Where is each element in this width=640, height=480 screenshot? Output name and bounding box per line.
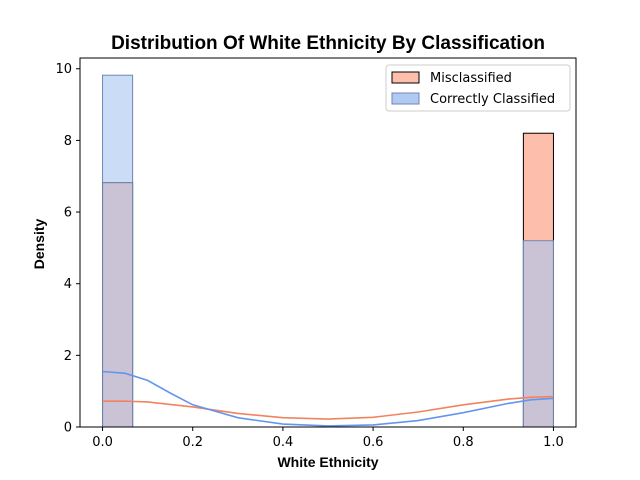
kde-line-misclassified <box>102 395 554 420</box>
y-axis-label: Density <box>31 219 47 270</box>
x-tick-label: 1.0 <box>543 435 564 450</box>
x-tick-label: 0.2 <box>182 435 203 450</box>
x-tick-label: 0.6 <box>363 435 384 450</box>
legend-label: Correctly Classified <box>430 92 555 107</box>
chart-title: Distribution Of White Ethnicity By Class… <box>111 33 545 54</box>
x-tick-label: 0.8 <box>453 435 474 450</box>
x-axis-label: White Ethnicity <box>277 454 378 470</box>
legend-swatch <box>391 92 420 105</box>
legend-swatch <box>391 71 420 84</box>
y-tick-label: 2 <box>64 349 72 364</box>
legend: Misclassified Correctly Classified <box>385 64 571 112</box>
kde-line-correct <box>102 370 554 427</box>
axes-frame <box>79 57 577 428</box>
legend-box <box>385 64 571 112</box>
x-tick-label: 0.4 <box>273 435 294 450</box>
y-tick-label: 10 <box>55 62 72 77</box>
y-tick-label: 6 <box>64 206 72 221</box>
x-tick-label: 0.0 <box>92 435 113 450</box>
y-tick-label: 8 <box>64 134 72 149</box>
legend-label: Misclassified <box>430 71 512 86</box>
histogram-bar-correct-0 <box>102 74 134 428</box>
y-tick-label: 4 <box>64 277 72 292</box>
y-tick-label: 0 <box>64 421 72 436</box>
plot-area: 0.0 0.2 0.4 0.6 0.8 1.0 0 2 4 6 8 10 <box>55 57 577 450</box>
